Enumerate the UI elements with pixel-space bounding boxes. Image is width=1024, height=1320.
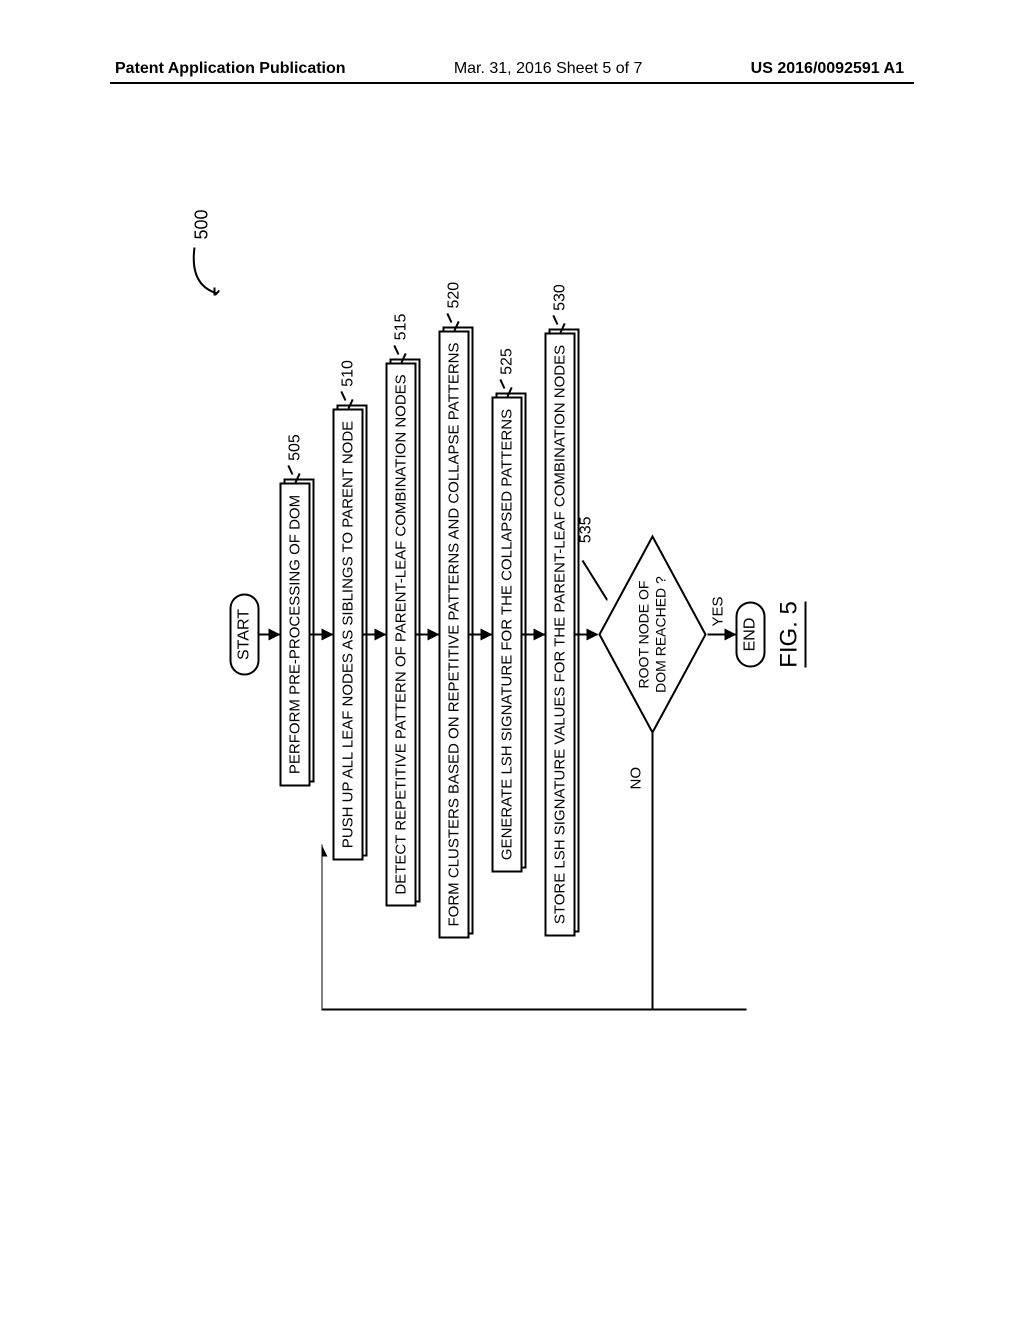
ref-500-label: 500 <box>185 210 220 296</box>
arrow-510-515 <box>364 634 386 636</box>
process-box: GENERATE LSH SIGNATURE FOR THE COLLAPSED… <box>492 397 523 872</box>
header-left-text: Patent Application Publication <box>115 60 346 78</box>
end-terminal: END <box>736 602 766 668</box>
arrow-515-520 <box>417 634 439 636</box>
process-text: DETECT REPETITIVE PATTERN OF PARENT-LEAF… <box>393 374 410 894</box>
ref-tick-icon <box>287 465 303 483</box>
ref-label-510: 510 <box>339 360 357 409</box>
ref-label-530: 530 <box>551 284 569 333</box>
start-terminal: START <box>230 593 260 676</box>
page-header: Patent Application Publication Mar. 31, … <box>0 60 1024 78</box>
arrow-525-530 <box>523 634 545 636</box>
start-label: START <box>236 609 253 660</box>
process-box: PERFORM PRE-PROCESSING OF DOM <box>280 483 311 786</box>
ref-500-text: 500 <box>192 210 213 240</box>
ref-tick-icon <box>552 315 568 333</box>
decision-line2: DOM REACHED ? <box>653 576 669 693</box>
no-label: NO <box>628 767 645 790</box>
ref-text: 535 <box>578 517 596 544</box>
arrow-start-505 <box>260 634 280 636</box>
ref-500-connector <box>185 246 220 296</box>
ref-tick-icon <box>340 391 356 409</box>
arrow-530-535 <box>576 634 598 636</box>
process-text: PUSH UP ALL LEAF NODES AS SIBLINGS TO PA… <box>340 421 357 848</box>
yes-label: YES <box>710 596 727 626</box>
arrow-535-end <box>708 634 736 636</box>
ref-label-505: 505 <box>286 434 304 483</box>
header-center-text: Mar. 31, 2016 Sheet 5 of 7 <box>454 60 643 78</box>
process-text: STORE LSH SIGNATURE VALUES FOR THE PAREN… <box>552 345 569 924</box>
decision-line1: ROOT NODE OF <box>636 581 652 689</box>
decision-text: ROOT NODE OF DOM REACHED ? <box>636 576 670 693</box>
ref-label-535: 535 <box>578 517 608 601</box>
ref-label-515: 515 <box>392 314 410 363</box>
ref-text: 515 <box>392 314 410 341</box>
process-text: FORM CLUSTERS BASED ON REPETITIVE PATTER… <box>446 343 463 927</box>
arrow-520-525 <box>470 634 492 636</box>
flowchart-figure: 500 START PERFORM PRE-PROCESSING OF DOM … <box>0 463 838 808</box>
process-515: DETECT REPETITIVE PATTERN OF PARENT-LEAF… <box>386 362 417 906</box>
ref-tick-icon <box>446 313 462 331</box>
process-510: PUSH UP ALL LEAF NODES AS SIBLINGS TO PA… <box>333 409 364 860</box>
process-box: FORM CLUSTERS BASED ON REPETITIVE PATTER… <box>439 331 470 939</box>
header-right-text: US 2016/0092591 A1 <box>751 60 904 78</box>
process-box: PUSH UP ALL LEAF NODES AS SIBLINGS TO PA… <box>333 409 364 860</box>
process-530: STORE LSH SIGNATURE VALUES FOR THE PAREN… <box>545 333 576 936</box>
header-divider <box>110 82 914 84</box>
ref-label-520: 520 <box>445 282 463 331</box>
figure-label: FIG. 5 <box>776 601 807 668</box>
ref-535-connector <box>578 545 608 600</box>
ref-label-525: 525 <box>498 348 516 397</box>
end-label: END <box>742 618 759 652</box>
process-box: DETECT REPETITIVE PATTERN OF PARENT-LEAF… <box>386 362 417 906</box>
process-text: GENERATE LSH SIGNATURE FOR THE COLLAPSED… <box>499 409 516 860</box>
ref-text: 530 <box>551 284 569 311</box>
process-box: STORE LSH SIGNATURE VALUES FOR THE PAREN… <box>545 333 576 936</box>
process-505: PERFORM PRE-PROCESSING OF DOM 505 <box>280 483 311 786</box>
process-525: GENERATE LSH SIGNATURE FOR THE COLLAPSED… <box>492 397 523 872</box>
arrow-505-510 <box>311 634 333 636</box>
decision-535: ROOT NODE OF DOM REACHED ? 535 NO YES <box>598 535 708 735</box>
process-text: PERFORM PRE-PROCESSING OF DOM <box>287 495 304 774</box>
process-520: FORM CLUSTERS BASED ON REPETITIVE PATTER… <box>439 331 470 939</box>
no-branch-line <box>651 730 655 1010</box>
ref-tick-icon <box>393 344 409 362</box>
ref-text: 510 <box>339 360 357 387</box>
ref-text: 505 <box>286 434 304 461</box>
ref-text: 525 <box>498 348 516 375</box>
flowchart-container: 500 START PERFORM PRE-PROCESSING OF DOM … <box>230 200 807 1070</box>
ref-text: 520 <box>445 282 463 309</box>
ref-tick-icon <box>499 379 515 397</box>
